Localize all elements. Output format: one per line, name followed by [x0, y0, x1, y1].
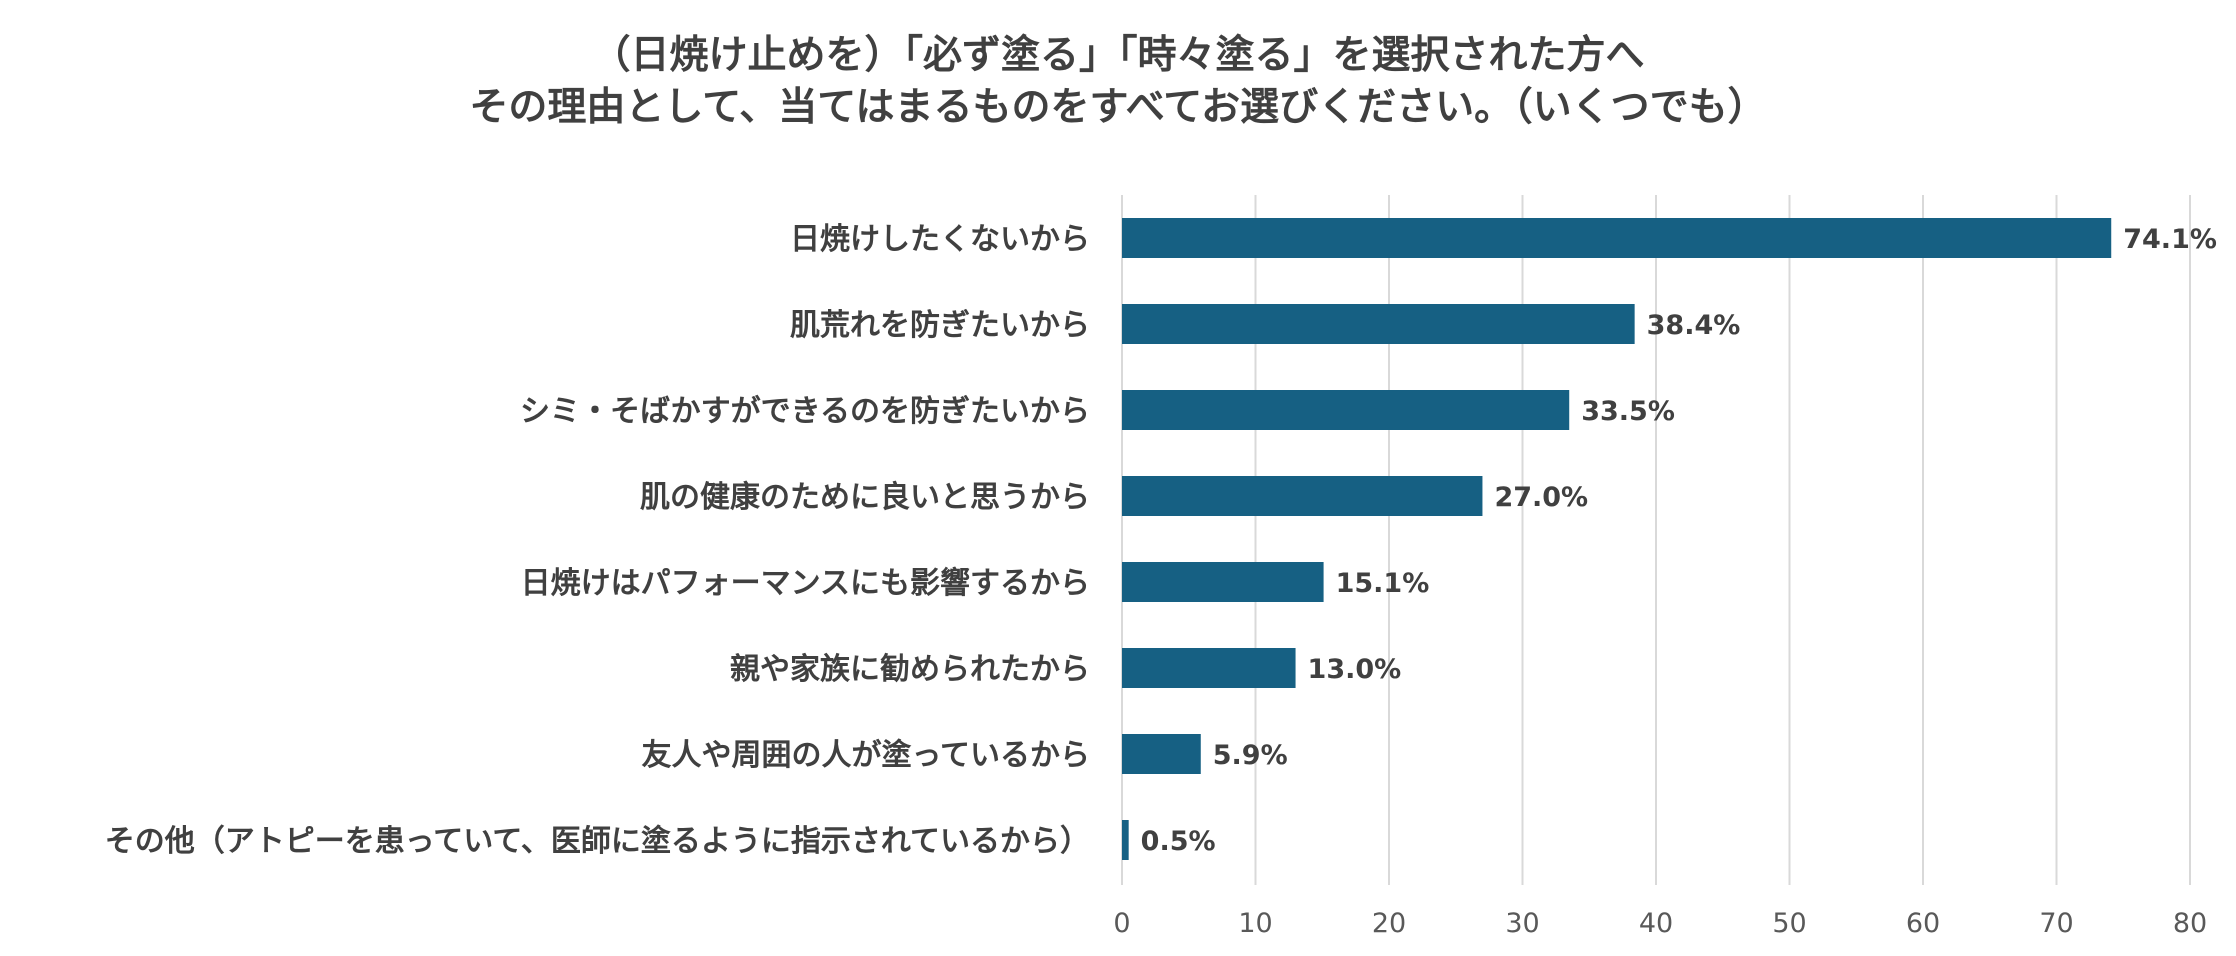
category-label: 親や家族に勧められたから [730, 652, 1090, 687]
category-label: 肌荒れを防ぎたいから [790, 308, 1090, 343]
data-label: 27.0% [1494, 482, 1588, 513]
category-label: 日焼けしたくないから [790, 222, 1090, 257]
category-labels: 日焼けしたくないから肌荒れを防ぎたいからシミ・そばかすができるのを防ぎたいから肌… [105, 222, 1090, 859]
bar [1122, 390, 1570, 430]
x-tick-label: 30 [1505, 908, 1539, 939]
bar [1122, 820, 1129, 860]
data-label: 15.1% [1336, 568, 1430, 599]
value-labels: 74.1% 38.4% 33.5% 27.0% 15.1% 13.0% 5.9% 0.5% [1141, 224, 2217, 857]
chart-title-line-2: その理由として、当てはまるものをすべてお選びください。（いくつでも） [469, 85, 1766, 130]
bar [1122, 648, 1296, 688]
category-label: 肌の健康のために良いと思うから [640, 480, 1090, 515]
chart-title-line-1: （日焼け止めを）「必ず塗る」「時々塗る」を選択された方へ [591, 33, 1644, 78]
data-label: 74.1% [2123, 224, 2217, 255]
x-tick-label: 60 [1906, 908, 1940, 939]
data-label: 33.5% [1581, 396, 1675, 427]
bar [1122, 476, 1483, 516]
x-tick-label: 50 [1772, 908, 1806, 939]
data-label: 5.9% [1213, 740, 1288, 771]
x-tick-label: 80 [2173, 908, 2207, 939]
bar [1122, 218, 2112, 258]
data-label: 0.5% [1141, 826, 1216, 857]
x-tick-label: 0 [1113, 908, 1130, 939]
category-label: シミ・そばかすができるのを防ぎたいから [520, 394, 1090, 429]
category-label: 友人や周囲の人が塗っているから [642, 738, 1091, 773]
x-tick-label: 70 [2039, 908, 2073, 939]
x-tick-label: 10 [1238, 908, 1272, 939]
category-label: 日焼けはパフォーマンスにも影響するから [521, 566, 1090, 601]
data-label: 38.4% [1647, 310, 1741, 341]
bars [1122, 218, 2112, 860]
bar [1122, 304, 1635, 344]
data-label: 13.0% [1308, 654, 1402, 685]
x-axis-ticks: 0 10 20 30 40 50 60 70 80 [1113, 908, 2207, 939]
category-label: その他（アトピーを患っていて、医師に塗るように指示されているから） [105, 824, 1090, 859]
bar [1122, 734, 1201, 774]
gridlines [1121, 195, 2191, 885]
x-tick-label: 20 [1372, 908, 1406, 939]
x-tick-label: 40 [1639, 908, 1673, 939]
bar [1122, 562, 1324, 602]
